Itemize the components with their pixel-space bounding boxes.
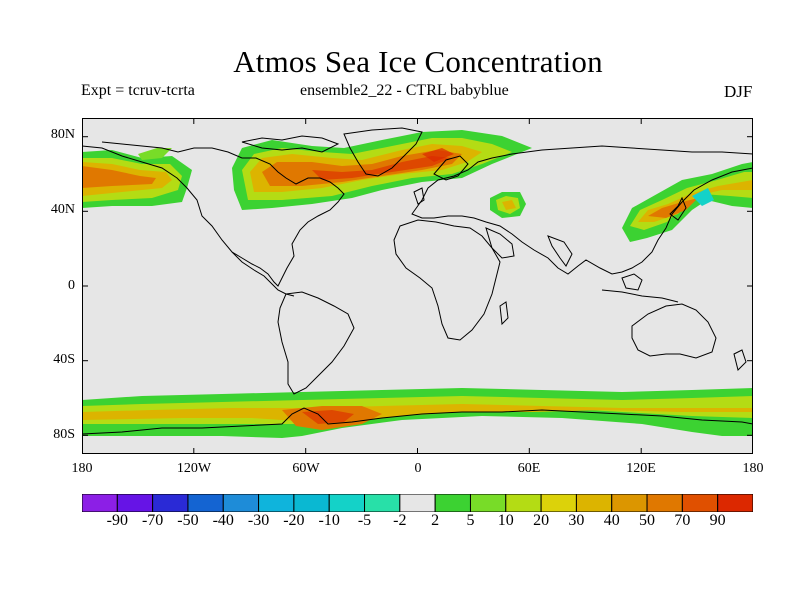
south-america-coast — [277, 291, 355, 395]
colorbar-tick-label: -90 — [106, 512, 128, 529]
lat-label-40s: 40S — [53, 352, 75, 367]
colorbar-swatch — [187, 494, 224, 512]
borneo-coast — [621, 273, 643, 291]
lon-label-60e: 60E — [517, 461, 541, 476]
colorbar-tick-label: -30 — [247, 512, 270, 529]
central-america-coast — [231, 251, 295, 297]
australia-coast — [631, 303, 717, 359]
new-zealand-coast — [733, 349, 747, 371]
season-label: DJF — [724, 82, 753, 101]
colorbar-swatch — [82, 494, 118, 512]
experiment-label: Expt = tcruv-tcrta — [81, 82, 195, 99]
colorbar-swatch — [328, 494, 366, 512]
colorbar-tick-label: 10 — [497, 512, 514, 529]
arctic-islands-coast — [241, 135, 340, 153]
india-coast — [547, 235, 573, 267]
lon-label-0: 0 — [414, 461, 422, 476]
colorbar-swatch — [717, 494, 753, 512]
north-america-coast — [82, 141, 345, 287]
colorbar-tick-label: 20 — [533, 512, 550, 529]
colorbar-swatch — [116, 494, 154, 512]
eurasia-coast — [411, 145, 753, 275]
colorbar-tick-label: 2 — [431, 512, 440, 529]
colorbar-swatch — [540, 494, 577, 512]
colorbar-swatch — [505, 494, 542, 512]
colorbar — [82, 494, 753, 512]
colorbar-tick-label: -20 — [283, 512, 305, 529]
colorbar-tick-label: 40 — [603, 512, 620, 529]
north-pacific-ice-anomaly — [82, 148, 192, 208]
britain-coast — [413, 187, 425, 205]
colorbar-tick-label: 50 — [639, 512, 656, 529]
africa-coast — [393, 219, 501, 341]
colorbar-swatch — [469, 494, 507, 512]
colorbar-swatch — [152, 494, 189, 512]
lat-label-40n: 40N — [50, 202, 75, 217]
map-frame — [82, 118, 753, 454]
lon-label-120e: 120E — [626, 461, 656, 476]
colorbar-tick-label: -70 — [141, 512, 164, 529]
northwest-pacific-ice-anomaly — [622, 162, 753, 242]
lon-label-180w: 180 — [71, 461, 93, 476]
colorbar-swatch — [364, 494, 401, 512]
coastlines — [82, 127, 753, 435]
colorbar-tick-label: 70 — [674, 512, 691, 529]
colorbar-tick-label: -10 — [318, 512, 340, 529]
colorbar-tick-label: -40 — [212, 512, 234, 529]
arabia-coast — [485, 227, 515, 259]
lon-label-120w: 120W — [176, 461, 212, 476]
north-atlantic-ice-anomaly — [232, 130, 532, 210]
lat-label-80s: 80S — [53, 427, 75, 442]
antarctica-coast — [82, 407, 753, 435]
colorbar-swatch — [293, 494, 330, 512]
colorbar-swatch — [646, 494, 683, 512]
colorbar-swatch — [222, 494, 260, 512]
lat-label-80n: 80N — [50, 127, 75, 142]
sea-ice-map — [82, 118, 753, 454]
colorbar-tick-label: -50 — [177, 512, 199, 529]
lon-label-180e: 180 — [742, 461, 764, 476]
map-title: Atmos Sea Ice Concentration — [233, 44, 603, 79]
colorbar-swatch — [575, 494, 613, 512]
colorbar-tick-label: -5 — [357, 512, 372, 529]
japan-coast — [669, 196, 687, 221]
colorbar-swatch — [681, 494, 719, 512]
lat-label-0: 0 — [68, 278, 75, 293]
colorbar-swatch — [611, 494, 648, 512]
greenland-coast — [343, 127, 423, 177]
madagascar-coast — [499, 301, 509, 326]
lon-label-60w: 60W — [292, 461, 320, 476]
ensemble-label: ensemble2_22 - CTRL babyblue — [300, 82, 509, 99]
colorbar-swatch — [258, 494, 295, 512]
indonesia-coast — [601, 289, 679, 303]
colorbar-swatch — [399, 494, 436, 512]
colorbar-tick-label: -2 — [393, 512, 407, 529]
colorbar-tick-label: 90 — [709, 512, 726, 529]
caspian-ice-anomaly — [490, 192, 526, 218]
colorbar-swatch — [434, 494, 471, 512]
colorbar-tick-label: 5 — [466, 512, 475, 529]
scandinavia-coast — [433, 155, 469, 181]
colorbar-tick-label: 30 — [568, 512, 585, 529]
